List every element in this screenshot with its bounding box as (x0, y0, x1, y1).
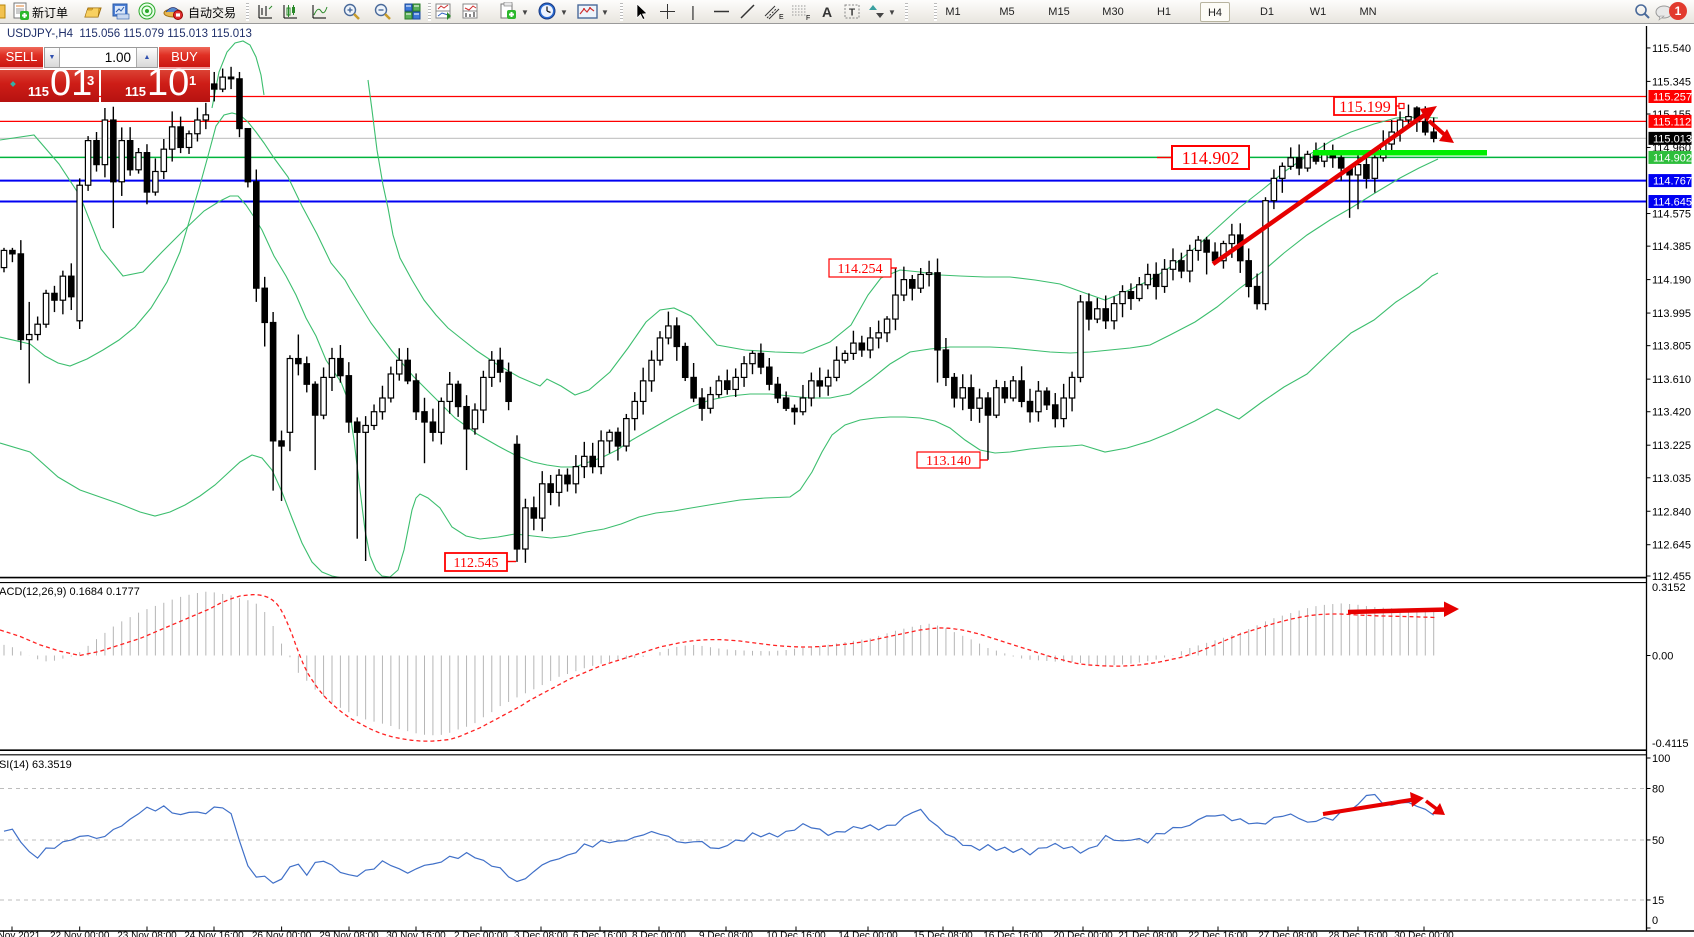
svg-text:115.199: 115.199 (1339, 99, 1390, 116)
svg-text:30 Dec 00:00: 30 Dec 00:00 (1394, 931, 1454, 937)
svg-text:115.345: 115.345 (1652, 76, 1691, 88)
svg-text:22 Nov 00:00: 22 Nov 00:00 (50, 931, 110, 937)
svg-text:21 Dec 08:00: 21 Dec 08:00 (1118, 931, 1178, 937)
svg-text:15 Dec 08:00: 15 Dec 08:00 (913, 931, 973, 937)
svg-text:100: 100 (1652, 753, 1670, 765)
svg-text:27 Dec 08:00: 27 Dec 08:00 (1258, 931, 1318, 937)
svg-text:0.00: 0.00 (1652, 651, 1673, 663)
svg-text:T: T (849, 8, 855, 19)
svg-text:28 Dec 16:00: 28 Dec 16:00 (1328, 931, 1388, 937)
svg-text:0: 0 (1652, 915, 1658, 927)
svg-text:-0.4115: -0.4115 (1652, 738, 1689, 750)
svg-text:113.805: 113.805 (1652, 341, 1691, 353)
svg-text:8 Dec 00:00: 8 Dec 00:00 (632, 931, 686, 937)
svg-text:114.902: 114.902 (1182, 148, 1240, 168)
svg-text:80: 80 (1652, 784, 1664, 796)
svg-text:114.767: 114.767 (1653, 176, 1692, 188)
svg-text:15: 15 (1652, 895, 1664, 907)
svg-text:6 Dec 16:00: 6 Dec 16:00 (573, 931, 627, 937)
svg-text:22 Dec 16:00: 22 Dec 16:00 (1188, 931, 1248, 937)
svg-text:115.540: 115.540 (1652, 43, 1691, 55)
svg-text:113.995: 113.995 (1652, 308, 1691, 320)
svg-text:113.035: 113.035 (1652, 473, 1691, 485)
svg-text:115.257: 115.257 (1653, 92, 1692, 104)
svg-text:113.420: 113.420 (1652, 407, 1691, 419)
svg-text:113.225: 113.225 (1652, 440, 1691, 452)
svg-text:112.645: 112.645 (1652, 540, 1691, 552)
svg-text:114.575: 114.575 (1652, 209, 1691, 221)
svg-text:10 Dec 16:00: 10 Dec 16:00 (766, 931, 826, 937)
svg-text:MACD(12,26,9) 0.1684 0.1777: MACD(12,26,9) 0.1684 0.1777 (0, 586, 140, 598)
svg-text:19 Nov 2021: 19 Nov 2021 (0, 931, 41, 937)
svg-text:114.645: 114.645 (1653, 197, 1692, 209)
svg-text:112.840: 112.840 (1652, 506, 1691, 518)
svg-text:115.112: 115.112 (1653, 116, 1691, 128)
svg-text:23 Nov 08:00: 23 Nov 08:00 (117, 931, 177, 937)
svg-text:20 Dec 00:00: 20 Dec 00:00 (1053, 931, 1113, 937)
svg-text:2 Dec 00:00: 2 Dec 00:00 (454, 931, 508, 937)
svg-text:112.455: 112.455 (1652, 571, 1691, 583)
svg-text:RSI(14) 63.3519: RSI(14) 63.3519 (0, 759, 72, 771)
svg-text:112.545: 112.545 (454, 556, 499, 571)
svg-text:26 Nov 00:00: 26 Nov 00:00 (252, 931, 312, 937)
svg-text:24 Nov 16:00: 24 Nov 16:00 (184, 931, 244, 937)
svg-text:29 Nov 08:00: 29 Nov 08:00 (319, 931, 379, 937)
svg-text:E: E (779, 14, 784, 21)
svg-text:50: 50 (1652, 835, 1664, 847)
svg-text:16 Dec 16:00: 16 Dec 16:00 (983, 931, 1043, 937)
svg-text:114.254: 114.254 (838, 262, 883, 277)
svg-text:114.190: 114.190 (1652, 275, 1691, 287)
svg-text:30 Nov 16:00: 30 Nov 16:00 (386, 931, 446, 937)
svg-text:14 Dec 00:00: 14 Dec 00:00 (838, 931, 898, 937)
svg-text:9 Dec 08:00: 9 Dec 08:00 (699, 931, 753, 937)
svg-text:115.013: 115.013 (1653, 133, 1692, 145)
svg-text:0.3152: 0.3152 (1652, 582, 1686, 594)
svg-text:113.140: 113.140 (926, 454, 971, 469)
svg-text:114.902: 114.902 (1653, 152, 1692, 164)
svg-text:114.385: 114.385 (1652, 241, 1691, 253)
svg-text:3 Dec 08:00: 3 Dec 08:00 (514, 931, 568, 937)
svg-text:F: F (806, 15, 810, 22)
svg-text:113.610: 113.610 (1652, 374, 1691, 386)
